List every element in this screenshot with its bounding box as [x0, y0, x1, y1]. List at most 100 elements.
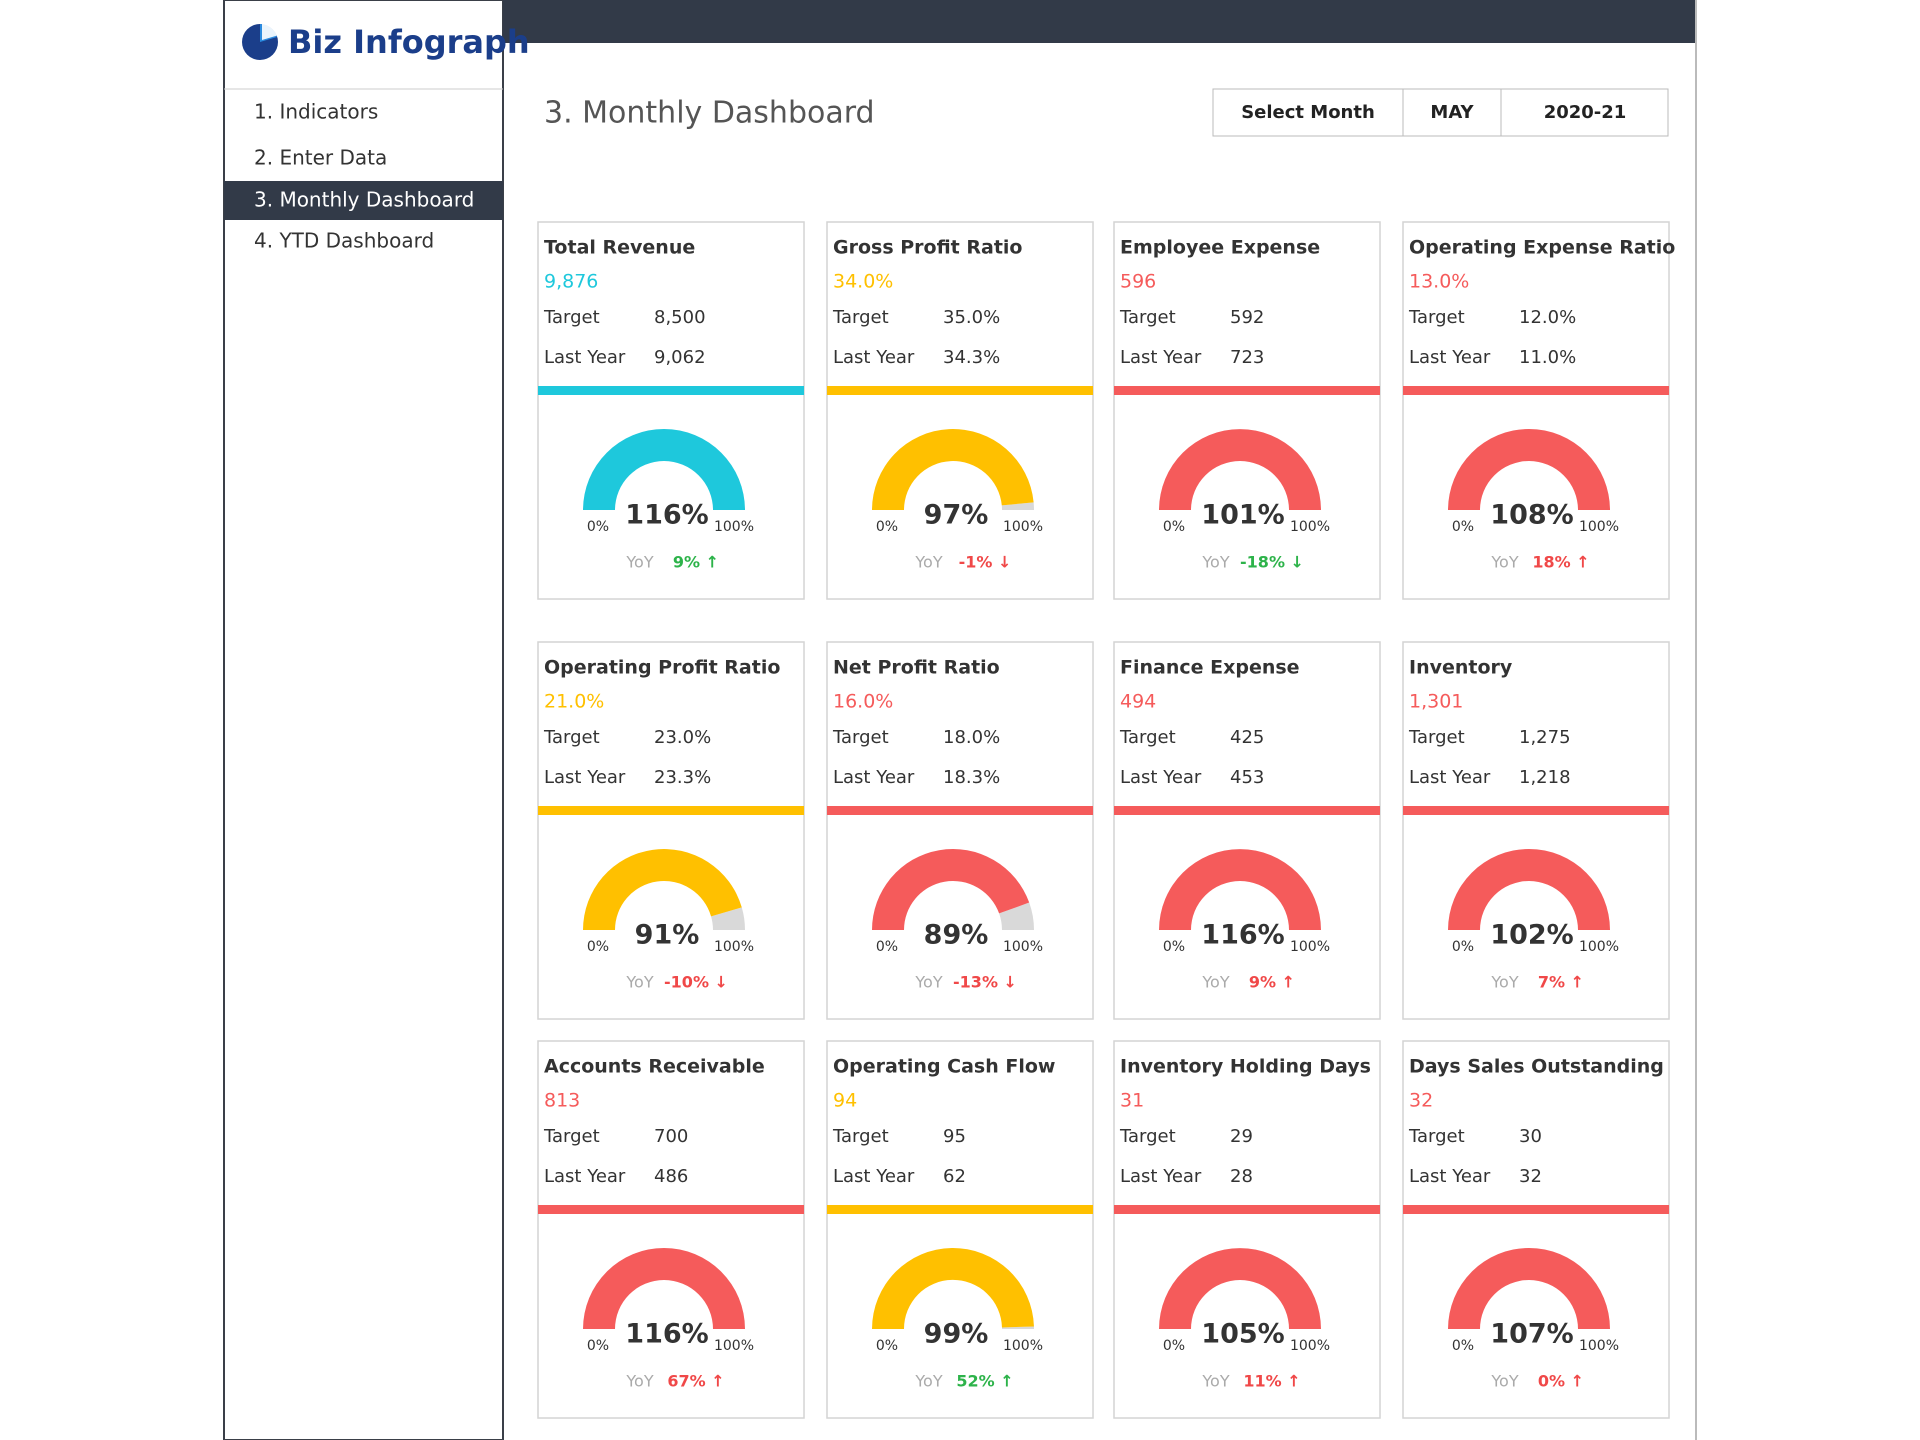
- nav-item[interactable]: 4. YTD Dashboard: [254, 229, 434, 253]
- last-year-value: 453: [1230, 767, 1264, 788]
- card-title: Net Profit Ratio: [833, 657, 1000, 679]
- card-title: Gross Profit Ratio: [833, 237, 1022, 259]
- card-title: Operating Profit Ratio: [544, 657, 780, 679]
- gauge-percent: 102%: [1490, 920, 1573, 951]
- last-year-label: Last Year: [544, 347, 626, 368]
- last-year-value: 34.3%: [943, 347, 1000, 368]
- target-value: 12.0%: [1519, 307, 1576, 328]
- gauge-fill: [583, 1248, 745, 1329]
- last-year-value: 11.0%: [1519, 347, 1576, 368]
- gauge-fill: [872, 429, 1034, 510]
- yoy-label: YoY: [625, 1372, 653, 1391]
- gauge-fill: [1448, 1248, 1610, 1329]
- target-label: Target: [1119, 1126, 1176, 1147]
- last-year-value: 723: [1230, 347, 1264, 368]
- gauge-max: 100%: [1579, 939, 1619, 955]
- card-title: Inventory Holding Days: [1120, 1056, 1371, 1078]
- gauge-min: 0%: [1163, 519, 1185, 535]
- gauge-fill: [583, 429, 745, 510]
- yoy-value: -10% ↓: [664, 973, 728, 992]
- gauge-fill: [583, 849, 742, 930]
- yoy-label: YoY: [625, 973, 653, 992]
- status-bar: [538, 1205, 804, 1214]
- nav-item[interactable]: 1. Indicators: [254, 100, 378, 124]
- status-bar: [538, 806, 804, 815]
- last-year-label: Last Year: [833, 1166, 915, 1187]
- last-year-label: Last Year: [833, 347, 915, 368]
- card-title: Employee Expense: [1120, 237, 1320, 259]
- status-bar: [1114, 806, 1380, 815]
- card-value: 21.0%: [544, 691, 604, 713]
- yoy-value: 18% ↑: [1532, 553, 1589, 572]
- card-value: 16.0%: [833, 691, 893, 713]
- card: [1402, 221, 1670, 600]
- gauge-max: 100%: [1290, 519, 1330, 535]
- card: [537, 641, 805, 1020]
- last-year-label: Last Year: [833, 767, 915, 788]
- last-year-value: 18.3%: [943, 767, 1000, 788]
- card: [1402, 641, 1670, 1020]
- sidebar: [223, 0, 504, 1440]
- gauge-fill: [1159, 429, 1321, 510]
- gauge-min: 0%: [587, 1338, 609, 1354]
- yoy-label: YoY: [1201, 1372, 1229, 1391]
- last-year-label: Last Year: [1409, 347, 1491, 368]
- year-select[interactable]: 2020-21: [1544, 102, 1627, 123]
- gauge-min: 0%: [876, 519, 898, 535]
- card-value: 31: [1120, 1090, 1144, 1112]
- status-bar: [827, 806, 1093, 815]
- gauge-percent: 116%: [625, 1319, 708, 1350]
- selector[interactable]: [1212, 88, 1669, 137]
- target-value: 30: [1519, 1126, 1542, 1147]
- gauge-percent: 116%: [625, 500, 708, 531]
- target-label: Target: [1408, 307, 1465, 328]
- card: [1113, 1040, 1381, 1419]
- card-value: 94: [833, 1090, 857, 1112]
- gauge-min: 0%: [876, 1338, 898, 1354]
- yoy-value: -13% ↓: [953, 973, 1017, 992]
- last-year-value: 1,218: [1519, 767, 1571, 788]
- selector-label: Select Month: [1241, 102, 1375, 123]
- last-year-label: Last Year: [1120, 347, 1202, 368]
- nav-item[interactable]: 2. Enter Data: [254, 146, 387, 170]
- card: [1113, 221, 1381, 600]
- card: [537, 221, 805, 600]
- gauge-max: 100%: [714, 519, 754, 535]
- last-year-value: 32: [1519, 1166, 1542, 1187]
- last-year-label: Last Year: [1120, 1166, 1202, 1187]
- gauge-percent: 116%: [1201, 920, 1284, 951]
- target-value: 35.0%: [943, 307, 1000, 328]
- yoy-label: YoY: [914, 1372, 942, 1391]
- last-year-value: 486: [654, 1166, 688, 1187]
- yoy-value: -1% ↓: [959, 553, 1012, 572]
- gauge-percent: 105%: [1201, 1319, 1284, 1350]
- target-label: Target: [832, 307, 889, 328]
- gauge-max: 100%: [1579, 1338, 1619, 1354]
- card-value: 9,876: [544, 271, 598, 293]
- target-value: 700: [654, 1126, 688, 1147]
- yoy-value: 9% ↑: [1249, 973, 1295, 992]
- gauge-percent: 91%: [635, 920, 700, 951]
- status-bar: [1403, 806, 1669, 815]
- target-value: 592: [1230, 307, 1264, 328]
- last-year-value: 23.3%: [654, 767, 711, 788]
- gauge-fill: [872, 1248, 1034, 1329]
- card-value: 494: [1120, 691, 1156, 713]
- target-value: 23.0%: [654, 727, 711, 748]
- gauge-percent: 101%: [1201, 500, 1284, 531]
- status-bar: [1114, 386, 1380, 395]
- gauge-min: 0%: [1452, 939, 1474, 955]
- nav-item[interactable]: 3. Monthly Dashboard: [254, 188, 474, 212]
- card-title: Inventory: [1409, 657, 1513, 679]
- month-select[interactable]: MAY: [1430, 102, 1474, 123]
- gauge-percent: 89%: [924, 920, 989, 951]
- logo: Biz Infograph: [288, 23, 530, 61]
- card: [826, 641, 1094, 1020]
- target-label: Target: [1119, 307, 1176, 328]
- card-value: 13.0%: [1409, 271, 1469, 293]
- gauge-max: 100%: [714, 939, 754, 955]
- target-value: 95: [943, 1126, 966, 1147]
- yoy-value: 11% ↑: [1243, 1372, 1300, 1391]
